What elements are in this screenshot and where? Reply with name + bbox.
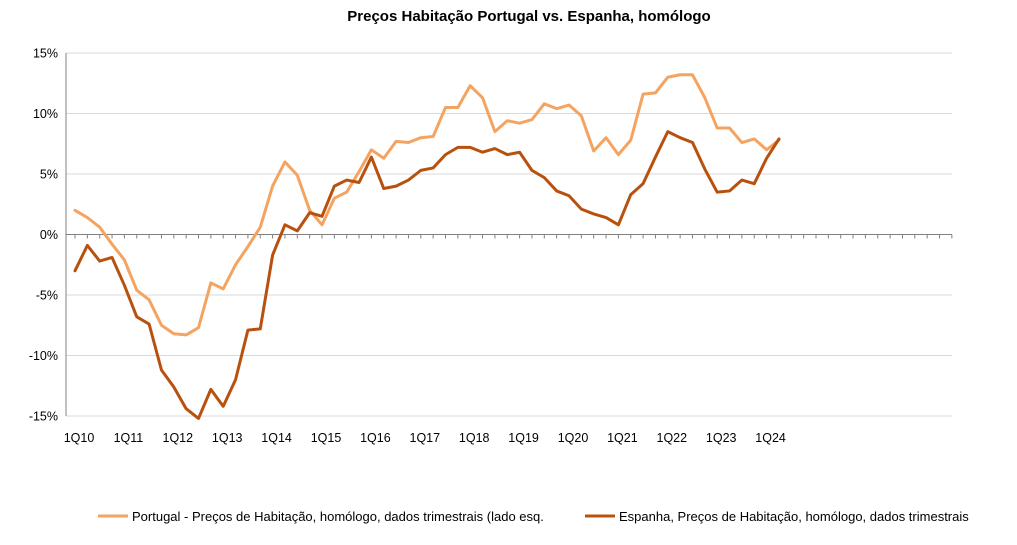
x-tick-label: 1Q12: [163, 431, 194, 445]
x-tick-label: 1Q23: [706, 431, 737, 445]
x-tick-label: 1Q13: [212, 431, 243, 445]
legend: Portugal - Preços de Habitação, homólogo…: [98, 509, 969, 524]
x-tick-label: 1Q16: [360, 431, 391, 445]
legend-label-espanha: Espanha, Preços de Habitação, homólogo, …: [619, 509, 969, 524]
y-tick-label: 0%: [40, 228, 58, 242]
x-tick-label: 1Q11: [114, 431, 144, 445]
y-tick-label: 15%: [33, 47, 58, 61]
x-tick-label: 1Q21: [607, 431, 638, 445]
y-tick-label: 10%: [33, 107, 58, 121]
chart-title: Preços Habitação Portugal vs. Espanha, h…: [347, 8, 710, 25]
y-tick-label: 5%: [40, 168, 58, 182]
axes: [65, 53, 953, 416]
gridlines: [66, 52, 952, 417]
x-tick-label: 1Q14: [261, 431, 292, 445]
series-line-espanha: [73, 130, 781, 420]
x-tick-label: 1Q24: [755, 431, 786, 445]
x-tick-label: 1Q10: [64, 431, 95, 445]
x-tick-label: 1Q22: [657, 431, 688, 445]
y-tick-label: -15%: [29, 410, 58, 424]
x-tick-label: 1Q17: [410, 431, 441, 445]
x-tick-label: 1Q20: [558, 431, 589, 445]
x-tick-label: 1Q18: [459, 431, 490, 445]
legend-label-portugal: Portugal - Preços de Habitação, homólogo…: [132, 509, 544, 524]
x-tick-label: 1Q19: [508, 431, 539, 445]
x-tick-label: 1Q15: [311, 431, 342, 445]
y-tick-label: -5%: [36, 289, 58, 303]
series-line-portugal: [73, 73, 781, 337]
y-axis-ticks: 15% 10% 5% 0% -5% -10% -15%: [29, 47, 58, 424]
x-axis-ticks: 1Q10 1Q11 1Q12 1Q13 1Q14 1Q15 1Q16 1Q17 1Q18 1Q19…: [64, 431, 786, 445]
y-tick-label: -10%: [29, 349, 58, 363]
series-lines: [73, 73, 781, 420]
